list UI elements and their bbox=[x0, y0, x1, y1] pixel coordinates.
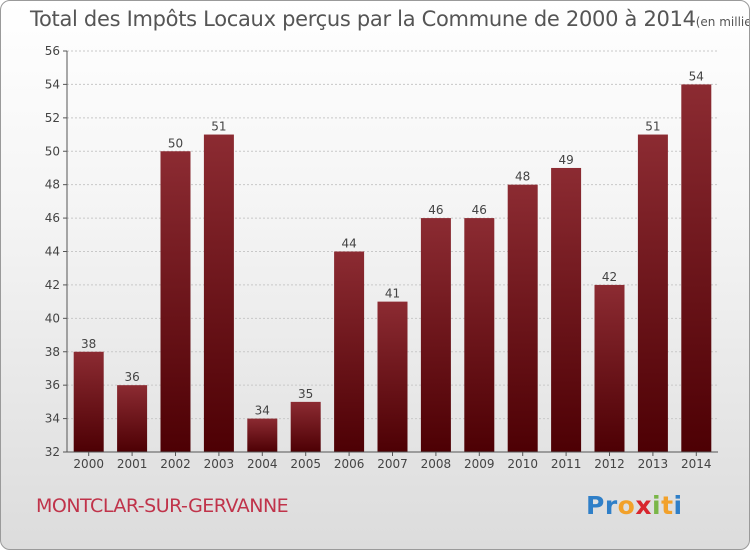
x-tick-label: 2014 bbox=[681, 457, 712, 471]
data-label-2003: 51 bbox=[211, 120, 226, 134]
data-label-2004: 34 bbox=[255, 404, 270, 418]
logo-letter: t bbox=[661, 491, 674, 520]
bar-2004 bbox=[247, 418, 278, 452]
data-label-2006: 44 bbox=[341, 237, 356, 251]
chart-title: Total des Impôts Locaux perçus par la Co… bbox=[30, 7, 749, 31]
bar-2009 bbox=[464, 218, 495, 452]
bar-2008 bbox=[420, 218, 451, 452]
x-tick-label: 2008 bbox=[421, 457, 452, 471]
x-tick-label: 2009 bbox=[464, 457, 495, 471]
bar-2001 bbox=[117, 385, 148, 452]
data-label-2013: 51 bbox=[645, 120, 660, 134]
data-label-2012: 42 bbox=[602, 270, 617, 284]
x-tick-label: 2003 bbox=[204, 457, 235, 471]
logo-letter: i bbox=[673, 491, 683, 520]
bar-2002 bbox=[160, 151, 191, 452]
x-tick-label: 2001 bbox=[117, 457, 148, 471]
bar-2010 bbox=[507, 184, 538, 452]
data-label-2011: 49 bbox=[558, 153, 573, 167]
data-label-2001: 36 bbox=[124, 370, 139, 384]
x-tick-label: 2000 bbox=[73, 457, 104, 471]
y-tick-label: 36 bbox=[45, 378, 60, 392]
bar-2005 bbox=[290, 401, 321, 452]
y-tick-label: 34 bbox=[45, 412, 60, 426]
data-label-2002: 50 bbox=[168, 136, 183, 150]
data-label-2007: 41 bbox=[385, 287, 400, 301]
bar-2006 bbox=[334, 251, 365, 452]
y-tick-label: 32 bbox=[45, 445, 60, 459]
data-label-2014: 54 bbox=[689, 69, 704, 83]
chart-title-main: Total des Impôts Locaux perçus par la Co… bbox=[30, 7, 696, 31]
bar-2014 bbox=[681, 84, 712, 453]
y-tick-label: 50 bbox=[45, 144, 60, 158]
y-tick-label: 54 bbox=[45, 77, 60, 91]
x-tick-label: 2002 bbox=[160, 457, 191, 471]
data-label-2000: 38 bbox=[81, 337, 96, 351]
y-tick-label: 44 bbox=[45, 245, 60, 259]
bar-2013 bbox=[637, 134, 668, 452]
x-tick-label: 2005 bbox=[290, 457, 321, 471]
data-label-2005: 35 bbox=[298, 387, 313, 401]
y-tick-label: 52 bbox=[45, 111, 60, 125]
logo-letter: i bbox=[652, 491, 662, 520]
x-tick-label: 2006 bbox=[334, 457, 365, 471]
data-label-2008: 46 bbox=[428, 203, 443, 217]
y-tick-label: 48 bbox=[45, 178, 60, 192]
bar-2012 bbox=[594, 284, 625, 452]
y-tick-label: 56 bbox=[45, 44, 60, 58]
bar-2011 bbox=[551, 167, 582, 453]
y-tick-label: 42 bbox=[45, 278, 60, 292]
data-label-2010: 48 bbox=[515, 170, 530, 184]
x-tick-label: 2012 bbox=[594, 457, 625, 471]
logo-letter: r bbox=[604, 491, 618, 520]
y-tick-label: 38 bbox=[45, 345, 60, 359]
bar-2000 bbox=[73, 351, 104, 452]
bar-2007 bbox=[377, 301, 408, 452]
x-tick-label: 2013 bbox=[638, 457, 669, 471]
logo-letter: o bbox=[617, 491, 636, 520]
y-tick-label: 40 bbox=[45, 311, 60, 325]
x-tick-label: 2010 bbox=[507, 457, 538, 471]
bars: 38 36 50 51 34 35 44 41 46 46 48 49 42 51 54 bbox=[73, 69, 712, 453]
data-label-2009: 46 bbox=[472, 203, 487, 217]
y-tick-label: 46 bbox=[45, 211, 60, 225]
commune-name: MONTCLAR-SUR-GERVANNE bbox=[36, 495, 289, 517]
bar-2003 bbox=[203, 134, 234, 452]
x-tick-label: 2011 bbox=[551, 457, 582, 471]
proxiti-logo: Proxiti bbox=[586, 491, 683, 520]
logo-letter: x bbox=[635, 491, 652, 520]
x-axis: 2000 2001 2002 2003 2004 2005 2006 2007 2008 2009… bbox=[67, 451, 718, 471]
x-tick-label: 2007 bbox=[377, 457, 408, 471]
y-axis: 32 34 36 38 40 42 44 46 48 50 52 54 56 bbox=[45, 44, 68, 459]
x-tick-label: 2004 bbox=[247, 457, 278, 471]
logo-letter: P bbox=[586, 491, 605, 520]
chart-unit-note: (en milliers d'€) bbox=[695, 15, 749, 29]
